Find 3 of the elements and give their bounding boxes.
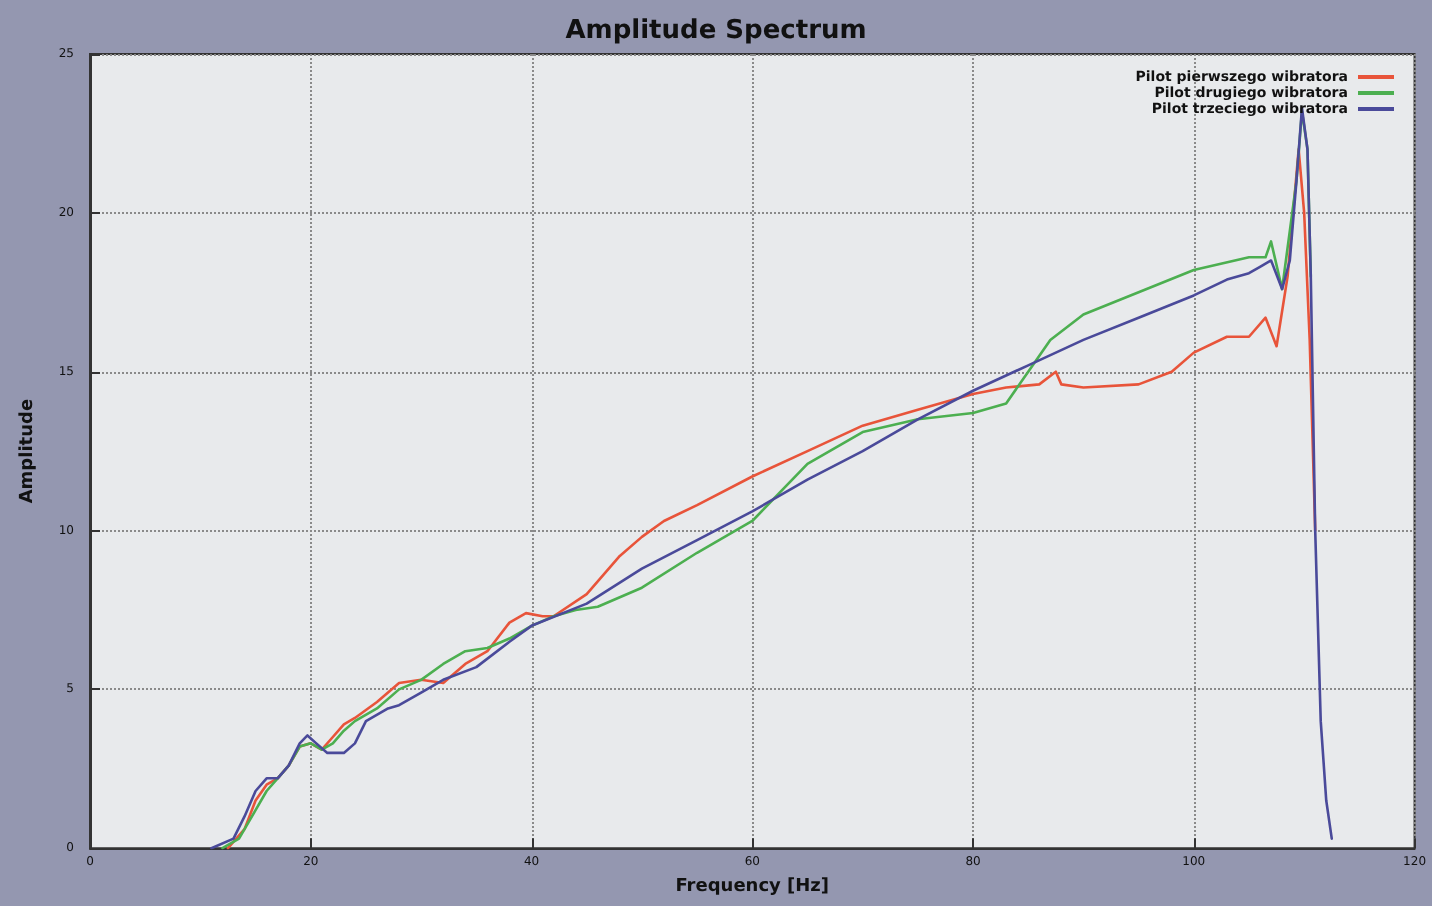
chart-title: Amplitude Spectrum [565,16,867,46]
y-axis-title: Amplitude [17,398,38,504]
x-axis-title: Frequency [Hz] [675,877,830,897]
